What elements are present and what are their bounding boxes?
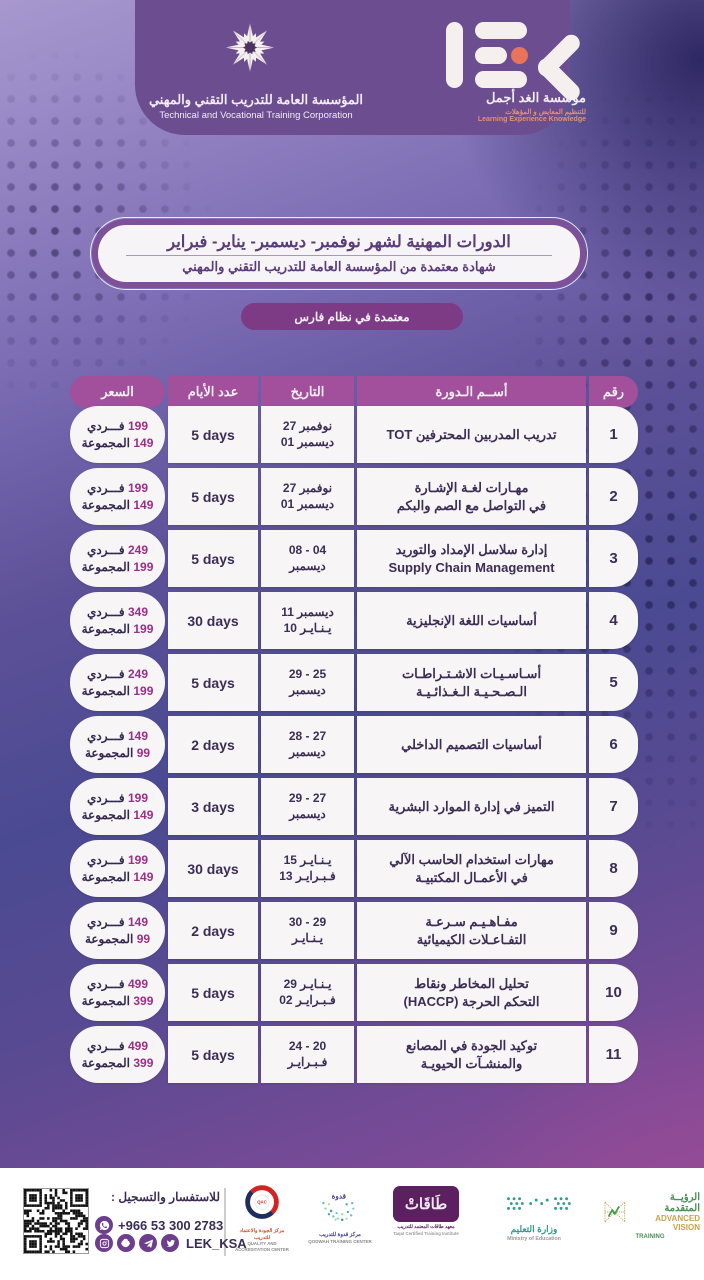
svg-text:QAC: QAC — [257, 1200, 267, 1205]
svg-text:قدوة: قدوة — [332, 1192, 347, 1201]
